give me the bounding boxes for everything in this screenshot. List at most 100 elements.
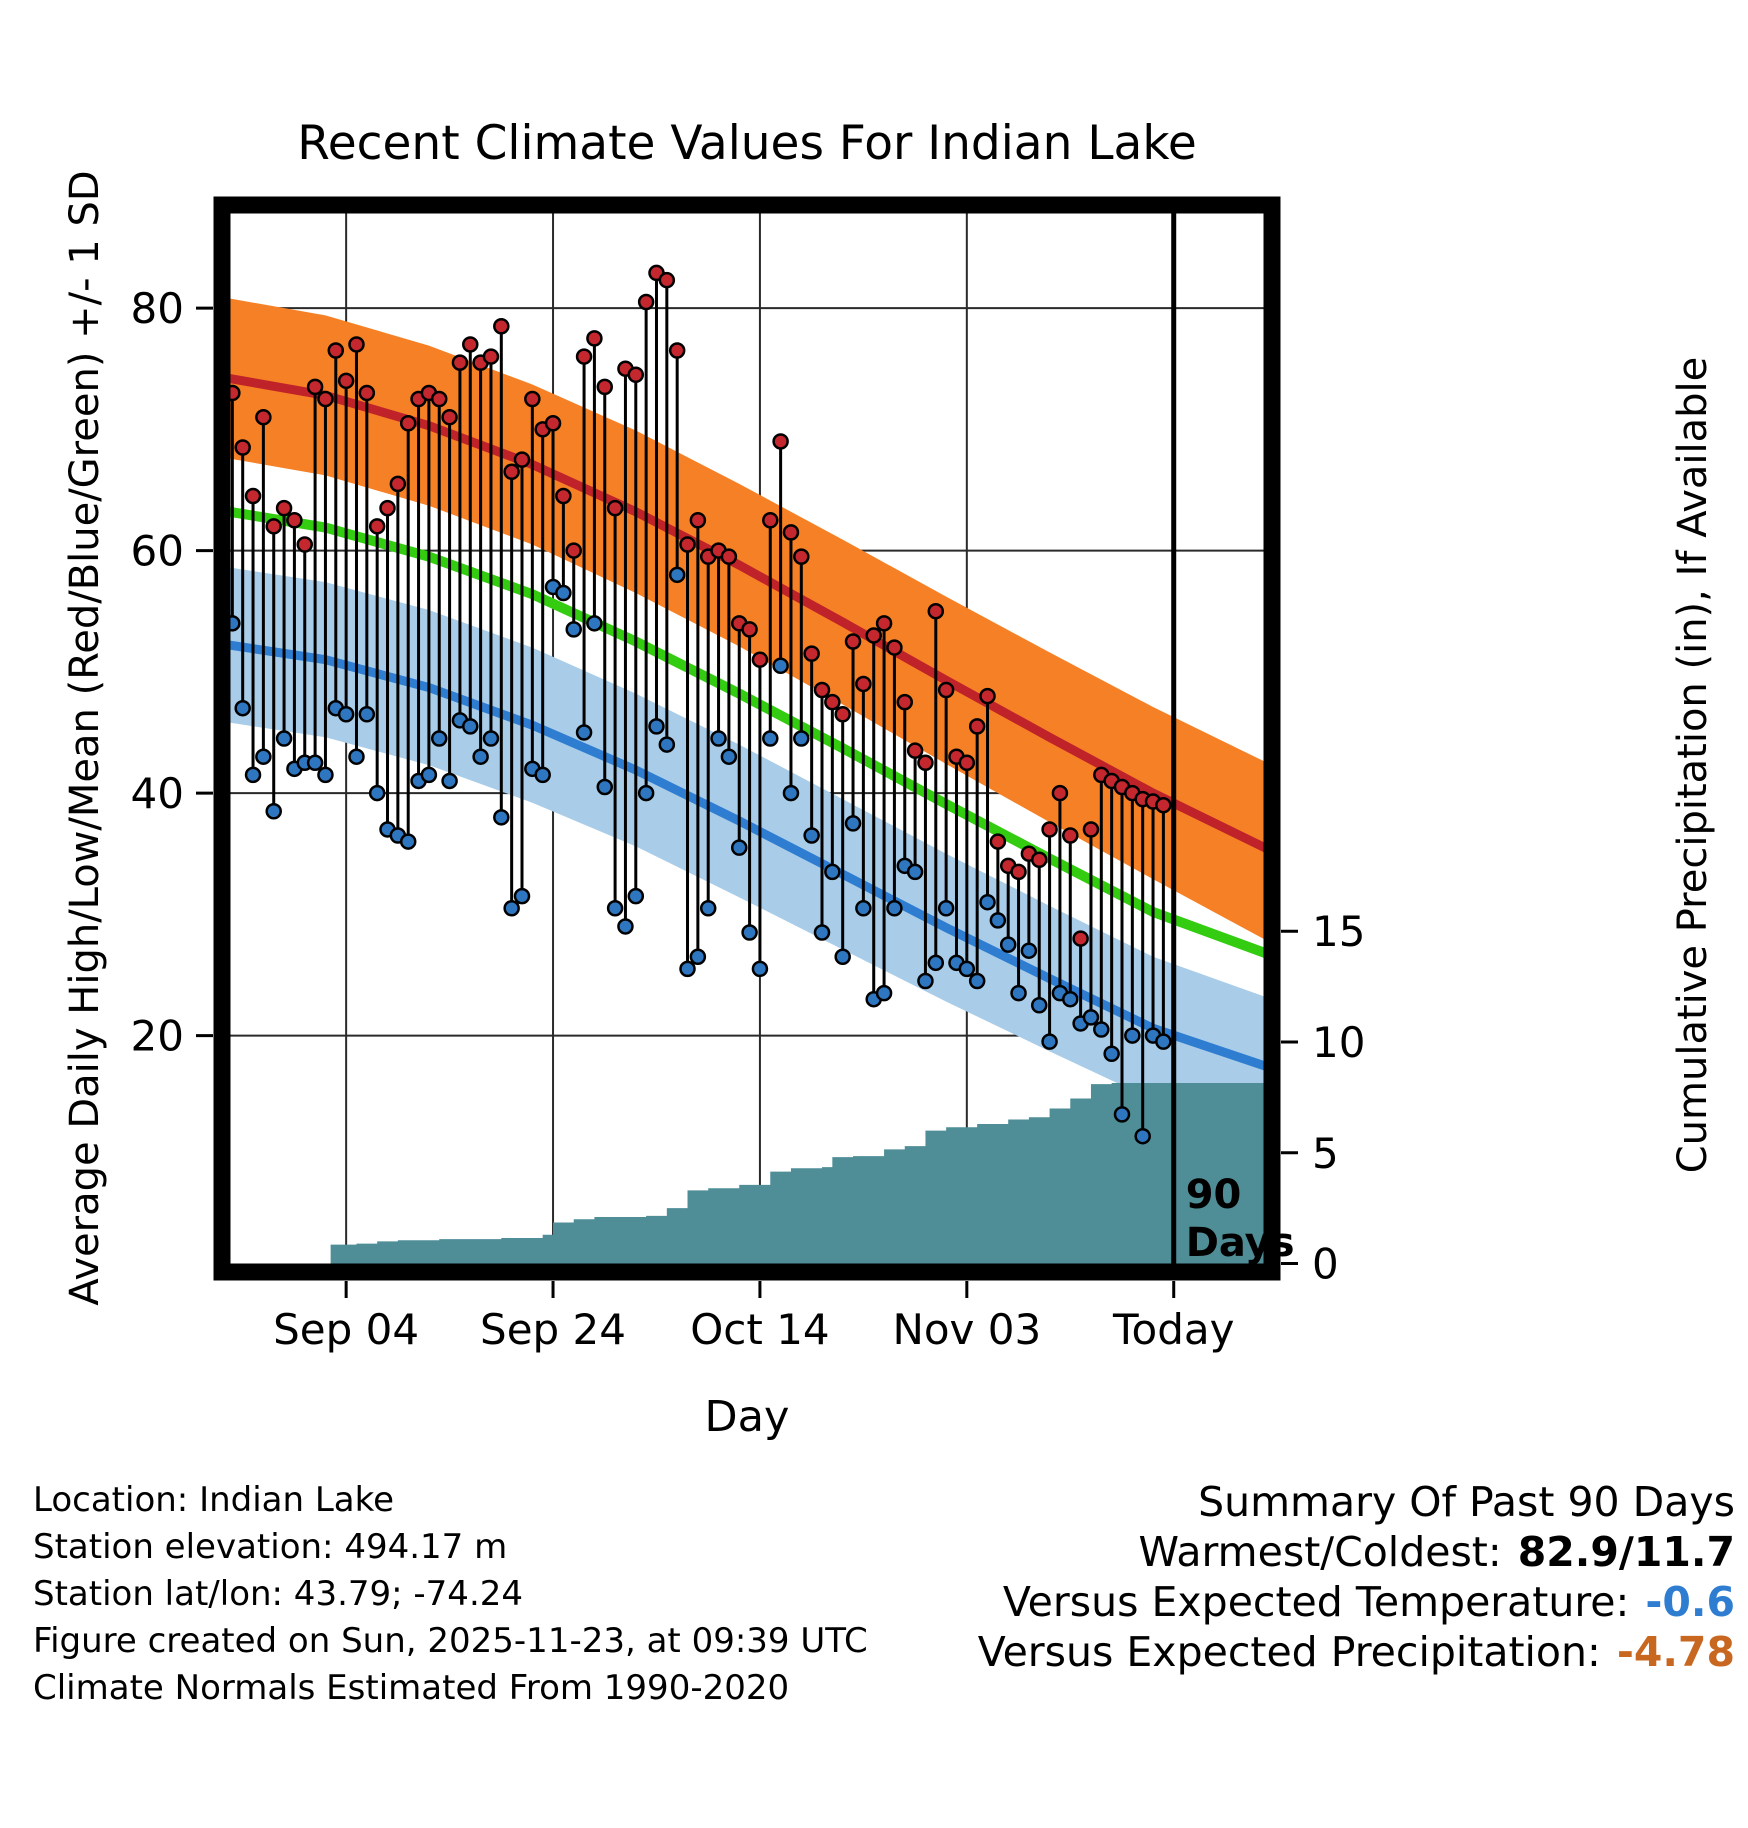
daily-low-dot: [596, 778, 614, 796]
daily-low-dot: [782, 784, 800, 802]
daily-low-dot: [472, 748, 489, 765]
daily-low-dot: [441, 772, 458, 790]
daily-high-dot: [751, 651, 769, 668]
daily-high-dot: [244, 487, 262, 505]
daily-low-dot: [1041, 1033, 1058, 1050]
station-info: Location: Indian Lake Station elevation:…: [33, 1477, 868, 1712]
today-90-days-label: 90: [1186, 1172, 1242, 1218]
daily-low-dot: [979, 893, 996, 911]
daily-low-dot: [958, 960, 976, 978]
daily-high-dot: [844, 633, 862, 650]
daily-high-dot: [451, 354, 469, 371]
daily-high-dot: [234, 439, 251, 456]
summary-label: Versus Expected Precipitation:: [977, 1628, 1601, 1676]
y-left-tick-label: 40: [131, 769, 184, 818]
daily-low-dot: [1113, 1106, 1131, 1123]
daily-high-dot: [720, 548, 738, 565]
daily-high-dot: [430, 390, 448, 408]
daily-high-dot: [296, 536, 314, 553]
x-tick-label: Oct 14: [690, 1305, 829, 1354]
y-right-tick-label: 5: [1312, 1129, 1339, 1178]
daily-high-dot: [1062, 827, 1079, 844]
daily-high-dot: [803, 645, 820, 662]
daily-low-dot: [648, 718, 665, 735]
daily-low-dot: [772, 657, 789, 674]
daily-low-dot: [430, 730, 448, 747]
daily-high-dot: [306, 378, 324, 396]
daily-low-dot: [875, 984, 893, 1002]
daily-high-dot: [1072, 930, 1089, 947]
daily-high-dot: [896, 693, 914, 711]
daily-low-dot: [565, 621, 582, 638]
daily-low-dot: [1124, 1027, 1141, 1044]
daily-high-dot: [813, 681, 831, 699]
daily-low-dot: [927, 954, 945, 972]
daily-low-dot: [275, 730, 293, 747]
daily-high-dot: [627, 366, 645, 383]
daily-high-dot: [348, 336, 365, 353]
chart-title: Recent Climate Values For Indian Lake: [297, 116, 1197, 171]
daily-high-dot: [1041, 821, 1058, 838]
daily-high-dot: [544, 415, 562, 432]
daily-high-dot: [493, 318, 510, 335]
daily-low-dot: [265, 803, 282, 820]
daily-low-dot: [317, 766, 334, 784]
x-tick-label: Today: [1112, 1305, 1234, 1354]
daily-low-dot: [937, 900, 955, 917]
daily-low-dot: [844, 815, 862, 832]
x-tick-label: Sep 24: [480, 1305, 626, 1354]
daily-low-dot: [637, 784, 655, 802]
summary-value: 82.9/11.7: [1517, 1528, 1735, 1576]
station-info-latlon: Station lat/lon: 43.79; -74.24: [33, 1574, 524, 1614]
daily-low-dot: [337, 706, 355, 723]
daily-low-dot: [834, 948, 851, 965]
daily-low-dot: [968, 972, 986, 990]
y-left-tick-label: 20: [131, 1012, 184, 1061]
daily-high-dot: [886, 639, 903, 656]
daily-low-dot: [793, 730, 810, 747]
cumulative-precip-area: [222, 1082, 1272, 1264]
daily-low-dot: [906, 863, 924, 881]
daily-low-dot: [1030, 997, 1048, 1014]
daily-high-dot: [513, 451, 531, 468]
daily-high-dot: [575, 348, 593, 365]
daily-low-dot: [720, 748, 738, 765]
daily-low-dot: [234, 699, 251, 717]
daily-high-dot: [979, 687, 996, 705]
daily-high-dot: [875, 615, 893, 632]
station-info-created: Figure created on Sun, 2025-11-23, at 09…: [33, 1621, 868, 1661]
daily-high-dot: [565, 542, 582, 559]
daily-low-dot: [751, 960, 769, 978]
daily-low-dot: [617, 918, 634, 935]
summary-row-vs-precipitation: Versus Expected Precipitation: -4.78: [978, 1627, 1735, 1677]
daily-high-dot: [772, 433, 789, 450]
daily-high-dot: [275, 499, 293, 517]
daily-low-dot: [824, 863, 841, 881]
daily-low-dot: [679, 960, 696, 978]
daily-high-dot: [782, 524, 800, 541]
summary-row-vs-temperature: Versus Expected Temperature: -0.6: [978, 1577, 1735, 1627]
y-left-tick-label: 60: [131, 527, 184, 576]
daily-high-dot: [606, 499, 624, 517]
daily-low-dot: [1010, 984, 1027, 1002]
daily-low-dot: [306, 754, 324, 771]
daily-low-dot: [503, 900, 520, 917]
y-right-tick-label: 15: [1312, 907, 1365, 956]
daily-high-dot: [462, 336, 479, 353]
daily-high-dot: [399, 415, 417, 432]
daily-low-dot: [399, 833, 417, 850]
daily-low-dot: [513, 887, 531, 905]
daily-high-dot: [927, 602, 945, 620]
daily-high-dot: [255, 408, 272, 426]
daily-low-dot: [989, 912, 1007, 929]
daily-low-dot: [689, 948, 707, 965]
daily-high-dot: [482, 348, 500, 365]
daily-low-dot: [555, 584, 572, 602]
right-axis-label: Cumulative Precipitation (in), If Availa…: [1670, 356, 1716, 1174]
daily-high-dot: [917, 754, 934, 771]
daily-low-dot: [730, 839, 748, 856]
station-info-elevation: Station elevation: 494.17 m: [33, 1527, 508, 1567]
daily-high-dot: [286, 512, 303, 529]
daily-high-dot: [327, 342, 345, 359]
daily-high-dot: [793, 548, 810, 565]
